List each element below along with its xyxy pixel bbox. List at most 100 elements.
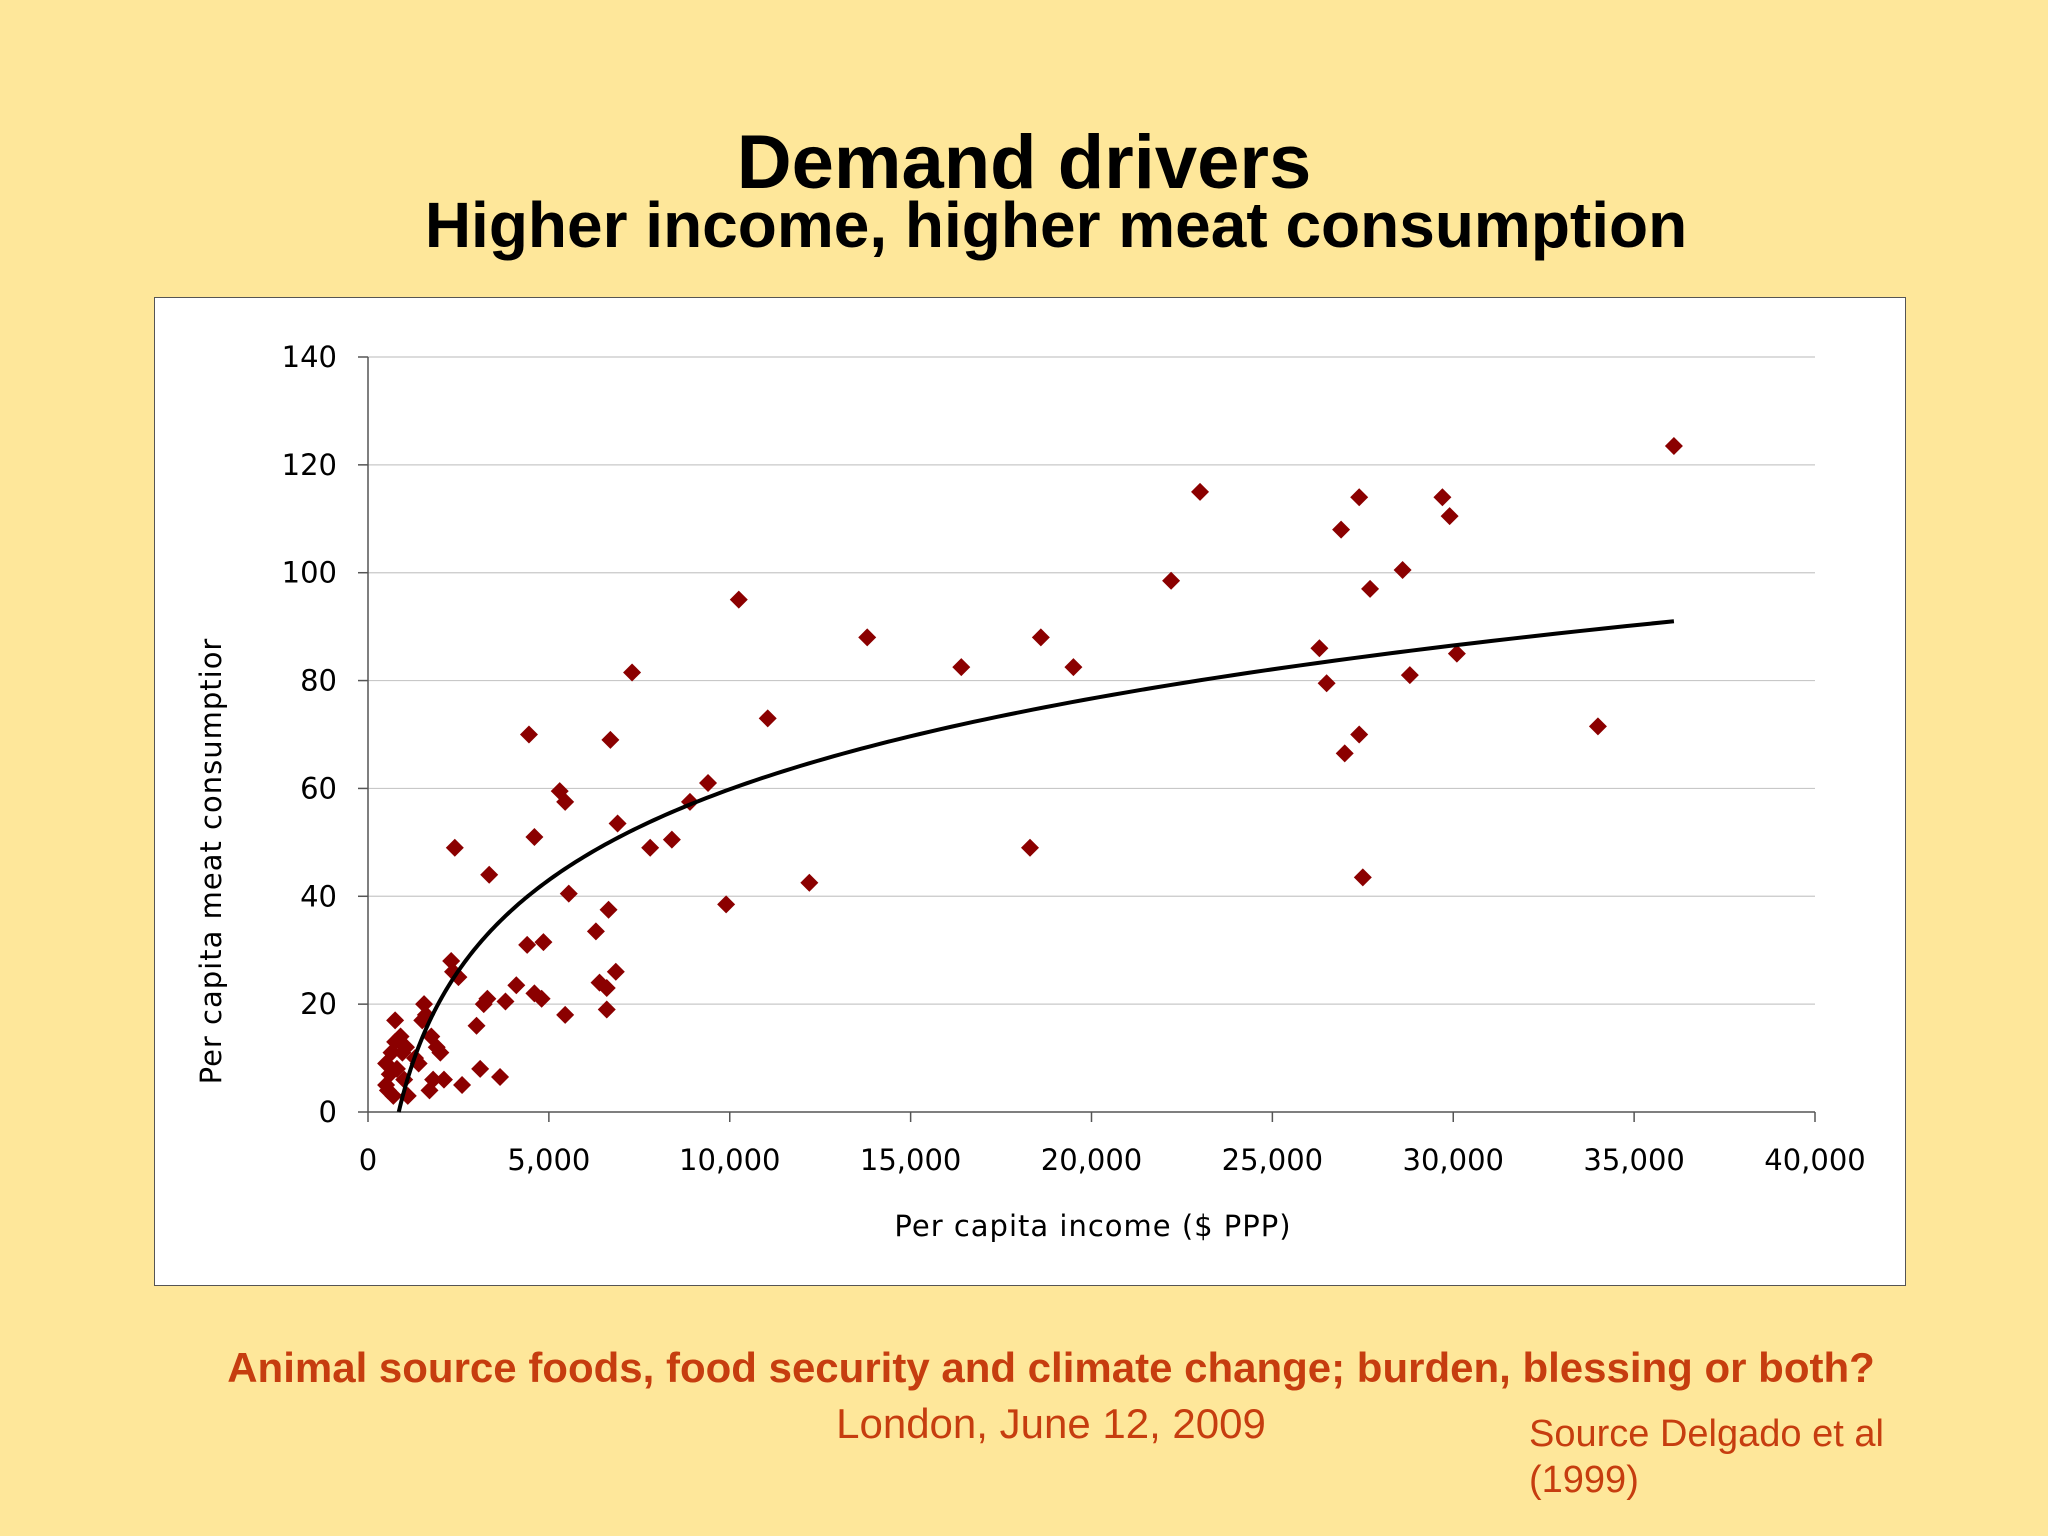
- data-point: [1350, 488, 1369, 507]
- data-point: [559, 884, 578, 903]
- x-tick-label: 10,000: [679, 1143, 780, 1177]
- chart-panel: 0 20 40 60 80 100 120 140 0 5,000 10,000 15,000 20,0…: [154, 297, 1906, 1286]
- data-point: [556, 792, 575, 811]
- y-tick-label: 0: [319, 1095, 337, 1129]
- y-axis-label: Per capita meat consumptior: [194, 638, 228, 1085]
- data-point: [623, 663, 642, 682]
- data-point: [1317, 674, 1336, 693]
- data-point: [491, 1067, 510, 1086]
- data-point: [384, 1086, 403, 1105]
- data-point: [1335, 744, 1354, 763]
- data-point: [1031, 628, 1050, 647]
- y-tick-label: 120: [282, 448, 337, 482]
- x-tick-label: 35,000: [1583, 1143, 1684, 1177]
- data-point: [597, 1000, 616, 1019]
- data-point: [662, 830, 681, 849]
- data-point: [599, 900, 618, 919]
- source-line-1: Source Delgado et al: [1529, 1413, 1884, 1455]
- y-tick-label: 140: [282, 340, 337, 374]
- data-point: [386, 1011, 405, 1030]
- data-point: [601, 730, 620, 749]
- x-tick-label: 0: [359, 1143, 377, 1177]
- data-point: [449, 968, 468, 987]
- data-point: [608, 814, 627, 833]
- x-tick-label: 5,000: [507, 1143, 590, 1177]
- data-point: [396, 1038, 415, 1057]
- data-point: [717, 895, 736, 914]
- tick-labels: 0 20 40 60 80 100 120 140 0 5,000 10,000 15,000 20,0…: [282, 340, 1866, 1177]
- scatter-chart: 0 20 40 60 80 100 120 140 0 5,000 10,000 15,000 20,0…: [194, 340, 1866, 1243]
- data-point: [586, 922, 605, 941]
- data-point: [556, 1005, 575, 1024]
- data-point: [532, 989, 551, 1008]
- x-tick-label: 20,000: [1041, 1143, 1142, 1177]
- x-tick-label: 30,000: [1403, 1143, 1504, 1177]
- data-point: [534, 933, 553, 952]
- x-axis-label: Per capita income ($ PPP): [894, 1209, 1291, 1243]
- data-point: [525, 984, 544, 1003]
- source-citation: Source Delgado et al (1999): [1529, 1411, 1959, 1503]
- trend-line-group: [396, 619, 1675, 1113]
- data-point: [1440, 507, 1459, 526]
- data-point: [858, 628, 877, 647]
- data-point: [395, 1070, 414, 1089]
- data-point: [398, 1086, 417, 1105]
- slide-subtitle: Higher income, higher meat consumption: [424, 189, 1688, 261]
- data-point: [467, 1016, 486, 1035]
- data-point: [1191, 482, 1210, 501]
- data-point: [758, 709, 777, 728]
- data-point: [519, 725, 538, 744]
- y-tick-label: 20: [300, 987, 337, 1021]
- data-point: [507, 976, 526, 995]
- x-tick-label: 40,000: [1764, 1143, 1865, 1177]
- data-point: [729, 590, 748, 609]
- data-point: [453, 1076, 472, 1095]
- data-point: [471, 1059, 490, 1078]
- data-point: [380, 1065, 399, 1084]
- y-tick-label: 80: [300, 664, 337, 698]
- data-point: [480, 865, 499, 884]
- y-tick-label: 40: [300, 879, 337, 913]
- data-point: [431, 1043, 450, 1062]
- data-point: [590, 973, 609, 992]
- data-point: [424, 1070, 443, 1089]
- slide-title: Demand drivers: [736, 120, 1312, 205]
- data-point: [1433, 488, 1452, 507]
- footer-date: London, June 12, 2009: [836, 1400, 1266, 1447]
- x-tick-label: 15,000: [860, 1143, 961, 1177]
- source-line-2: (1999): [1529, 1459, 1639, 1501]
- x-tick-label: 25,000: [1222, 1143, 1323, 1177]
- data-point: [550, 782, 569, 801]
- data-point: [1400, 666, 1419, 685]
- data-point: [1350, 725, 1369, 744]
- data-point: [445, 838, 464, 857]
- data-point: [1588, 717, 1607, 736]
- data-point: [518, 935, 537, 954]
- data-point: [1162, 571, 1181, 590]
- data-point: [1353, 868, 1372, 887]
- data-point: [641, 838, 660, 857]
- y-tick-label: 60: [300, 771, 337, 805]
- data-point: [606, 962, 625, 981]
- data-point: [1332, 520, 1351, 539]
- data-point: [1447, 644, 1466, 663]
- data-point: [1021, 838, 1040, 857]
- axes: [358, 356, 1816, 1122]
- data-point: [952, 658, 971, 677]
- data-point: [1310, 639, 1329, 658]
- data-point: [699, 774, 718, 793]
- data-point: [1064, 658, 1083, 677]
- data-point: [387, 1059, 406, 1078]
- data-points: [377, 436, 1683, 1105]
- y-tick-label: 100: [282, 556, 337, 590]
- data-point: [478, 989, 497, 1008]
- data-point: [1361, 579, 1380, 598]
- trend-line: [396, 619, 1675, 1113]
- grid-lines: [368, 356, 1815, 1005]
- data-point: [597, 978, 616, 997]
- data-point: [434, 1070, 453, 1089]
- data-point: [496, 992, 515, 1011]
- footer-title: Animal source foods, food security and c…: [227, 1344, 1875, 1391]
- data-point: [1664, 436, 1683, 455]
- data-point: [800, 873, 819, 892]
